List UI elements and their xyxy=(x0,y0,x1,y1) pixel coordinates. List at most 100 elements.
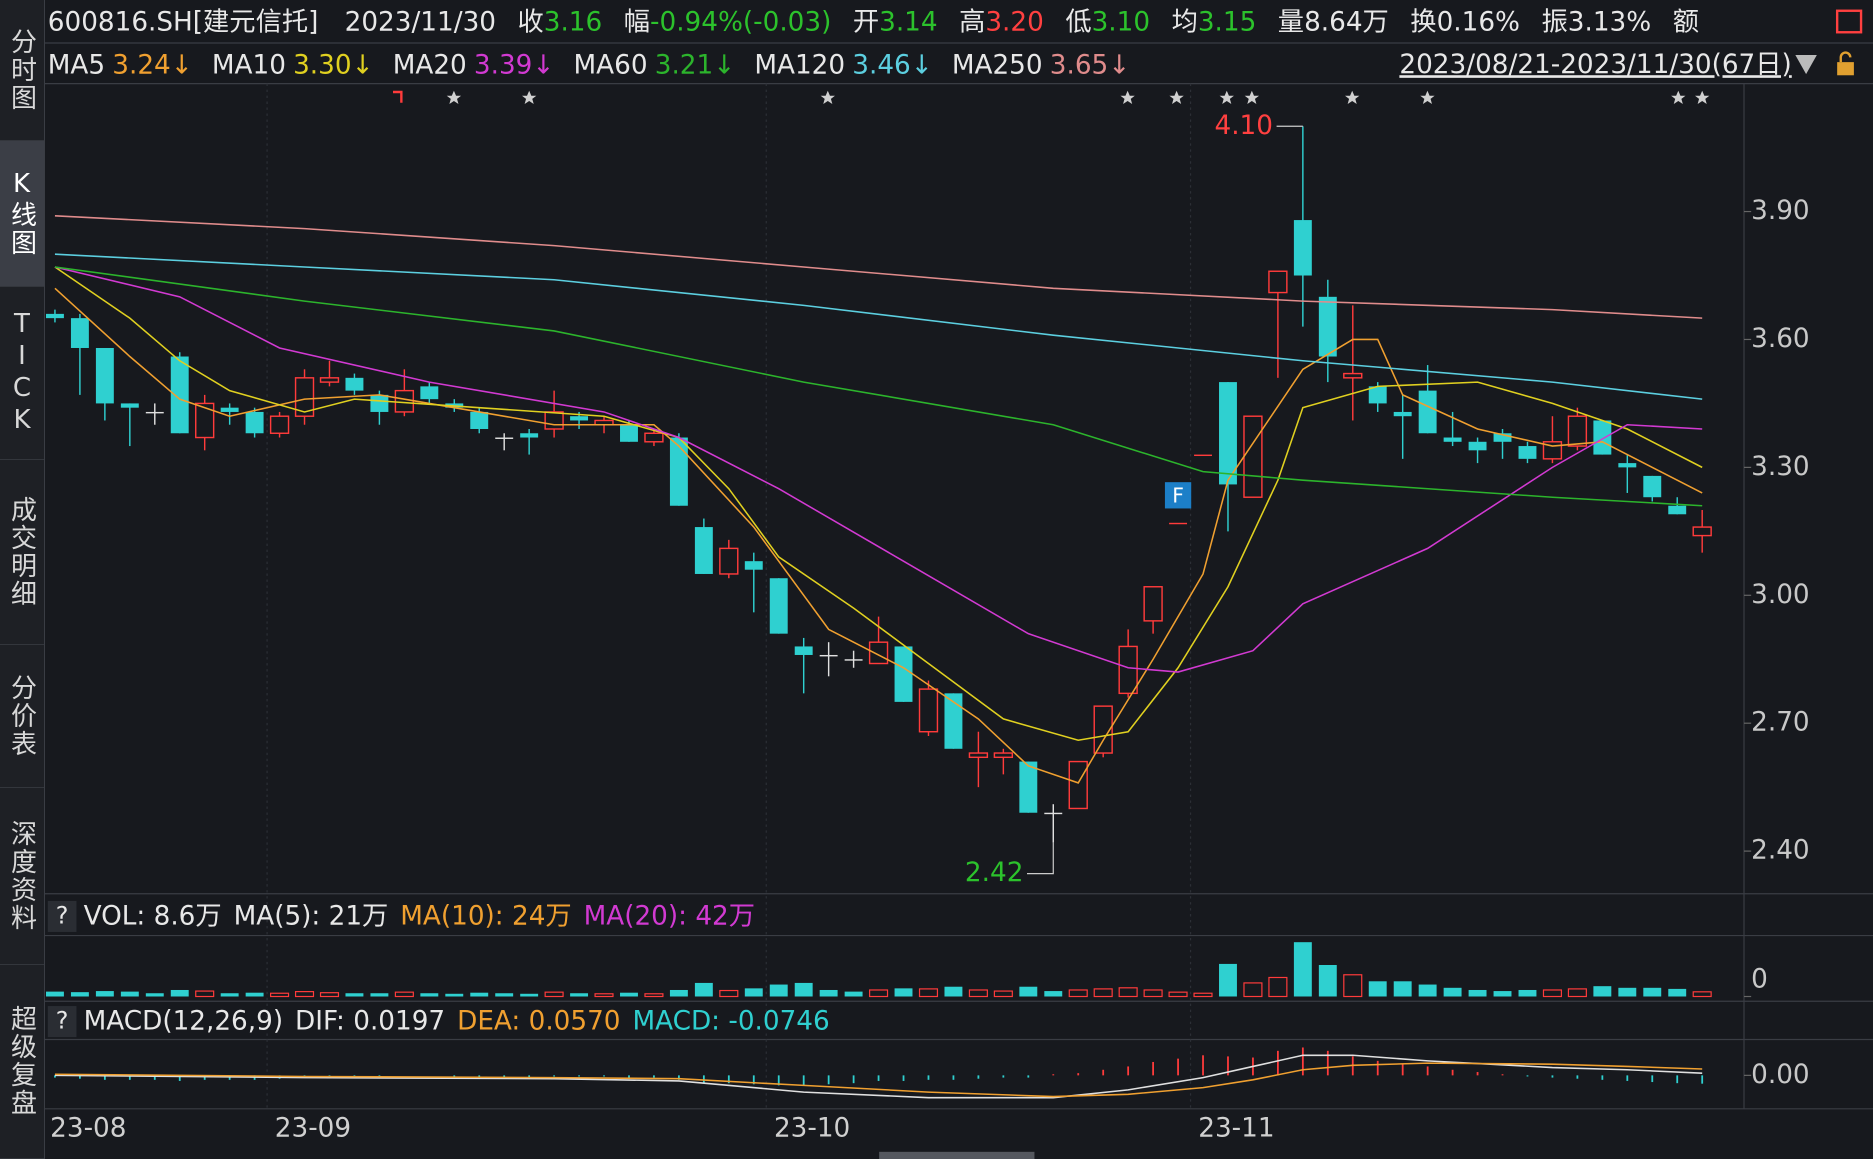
macd-line xyxy=(54,1062,1703,1098)
candle-body xyxy=(294,377,315,417)
candle-body xyxy=(620,424,638,442)
volume-bar xyxy=(1093,988,1113,998)
field-value: 3.15 xyxy=(1198,7,1256,37)
ma-line xyxy=(54,253,1703,400)
candle-body xyxy=(819,654,838,657)
candle-body xyxy=(744,561,763,570)
volume-bar xyxy=(794,982,813,997)
candle-body xyxy=(120,403,139,408)
volume-bar xyxy=(294,991,315,998)
candle-body xyxy=(968,752,989,759)
volume-bar xyxy=(993,990,1013,998)
event-flag xyxy=(392,90,403,103)
stock-title: 600816.SH[建元信托] xyxy=(48,7,319,37)
volume-bar xyxy=(669,989,688,997)
volume-bar xyxy=(819,989,838,997)
candle-body xyxy=(1692,526,1712,537)
volume-bar xyxy=(1443,987,1462,997)
field-value: 3.13% xyxy=(1568,7,1651,37)
tab-label: 深度资料 xyxy=(6,820,37,933)
indicator-value: MA(10): 24万 xyxy=(400,901,571,931)
volume-bar xyxy=(1293,942,1312,997)
field-label: 均 xyxy=(1172,7,1198,37)
quote-header: 600816.SH[建元信托] 2023/11/30 收3.16 幅-0.94%(-0… xyxy=(48,7,1699,37)
quote-date: 2023/11/30 xyxy=(345,7,496,37)
volume-bar xyxy=(70,992,89,997)
candle-body xyxy=(1169,522,1188,525)
volume-bar xyxy=(1368,981,1387,997)
sidebar-tab[interactable]: 超级复盘 xyxy=(0,965,44,1159)
x-tick-label: 23-09 xyxy=(275,1114,351,1144)
legend-value: 3.30↓ xyxy=(293,50,373,80)
sidebar-tab[interactable]: 深度资料 xyxy=(0,788,44,966)
candle-body xyxy=(1668,505,1687,515)
candle-body xyxy=(1567,415,1588,447)
volume-bar xyxy=(1668,988,1687,997)
field-value: 3.16 xyxy=(544,7,602,37)
candle-body xyxy=(769,578,788,634)
volume-bar xyxy=(1393,981,1412,997)
x-tick-label: 23-10 xyxy=(774,1114,850,1144)
x-tick-label: 23-08 xyxy=(50,1114,126,1144)
y-tick-label: 2.40 xyxy=(1751,836,1809,866)
candle-body xyxy=(319,377,340,383)
candle-body xyxy=(1418,390,1437,434)
range-dropdown[interactable] xyxy=(1795,54,1817,75)
candle-body xyxy=(1393,411,1412,417)
volume-bar xyxy=(844,991,863,997)
field-label: 幅 xyxy=(624,7,650,37)
volume-bar xyxy=(968,989,988,998)
candle-body xyxy=(394,389,415,413)
volume-bar xyxy=(1518,989,1537,997)
field-label: 开 xyxy=(853,7,879,37)
y-tick-label: 3.30 xyxy=(1751,452,1809,482)
field-value: 0.16% xyxy=(1437,7,1520,37)
candle-body xyxy=(868,641,889,665)
legend-name: MA5 xyxy=(48,50,105,80)
window-button[interactable] xyxy=(1835,9,1863,34)
candle-body xyxy=(495,437,514,439)
volume-bar xyxy=(1343,974,1363,998)
volume-bar xyxy=(1243,982,1263,998)
volume-bar xyxy=(918,988,939,998)
volume-bar xyxy=(544,991,564,998)
candle-body xyxy=(220,407,239,412)
volume-bar xyxy=(1044,991,1063,997)
candle-body xyxy=(669,437,688,506)
indicator-value: DIF: 0.0197 xyxy=(295,1006,445,1036)
volume-bar xyxy=(570,993,589,997)
sidebar-tab[interactable]: TICK xyxy=(0,287,44,460)
min-label: 2.42 xyxy=(965,858,1023,888)
tab-label: 成交明细 xyxy=(6,495,37,608)
legend-name: MA10 xyxy=(212,50,286,80)
candle-body xyxy=(195,402,215,439)
volume-bar xyxy=(1193,992,1213,998)
candle-body xyxy=(694,527,713,574)
ma-legend: MA5 3.24↓ MA10 3.30↓ MA20 3.39↓ MA60 3.21↓ MA120… xyxy=(48,50,1130,80)
legend-value: 3.46↓ xyxy=(852,50,932,80)
volume-bar xyxy=(1567,988,1587,998)
candle-body xyxy=(544,411,564,430)
field-value: 3.10 xyxy=(1092,7,1150,37)
volume-bar xyxy=(644,993,664,998)
tab-label: 超级复盘 xyxy=(6,1005,37,1118)
sidebar-tab[interactable]: 分价表 xyxy=(0,645,44,789)
sidebar-tab[interactable]: K线图 xyxy=(0,140,44,287)
candle-body xyxy=(145,411,164,414)
sidebar-tab[interactable]: 成交明细 xyxy=(0,460,44,646)
tab-label: 分时图 xyxy=(6,27,37,112)
candle-body xyxy=(1468,441,1487,451)
indicator-value: MA(20): 42万 xyxy=(584,901,755,931)
scrollbar[interactable] xyxy=(879,1151,1035,1159)
volume-bar xyxy=(620,992,638,997)
volume-bar xyxy=(1618,987,1637,997)
panel-borders xyxy=(44,42,1873,1110)
volume-bar xyxy=(520,993,539,997)
legend-value: 3.21↓ xyxy=(655,50,735,80)
sidebar-tab[interactable]: 分时图 xyxy=(0,0,44,141)
field-value: 3.20 xyxy=(985,7,1043,37)
legend-name: MA60 xyxy=(574,50,648,80)
lock-icon[interactable] xyxy=(1837,51,1854,76)
indicator-header: MACD(12,26,9) DIF: 0.0197 DEA: 0.0570 MACD:… xyxy=(84,1006,830,1036)
candle-body xyxy=(1044,812,1063,815)
